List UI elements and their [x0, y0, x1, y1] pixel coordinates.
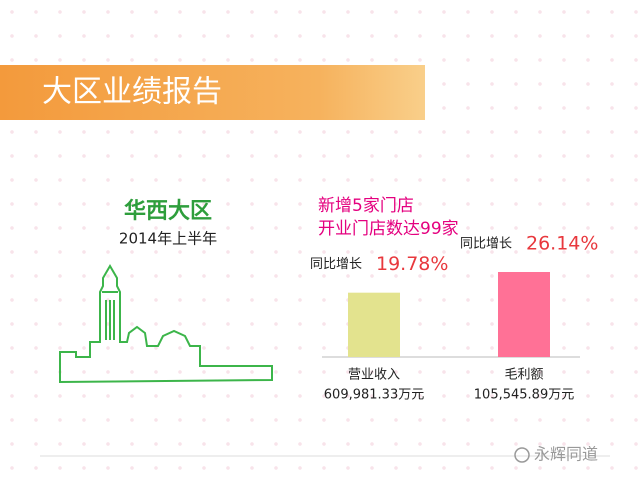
- category-label: 毛利额: [504, 368, 543, 383]
- highlight: 新增5家门店: [318, 196, 414, 216]
- wechat-icon: [514, 447, 530, 463]
- region-period: 2014年上半年: [119, 230, 217, 248]
- category-label: 营业收入: [348, 368, 400, 383]
- amount-label: 609,981.33万元: [324, 388, 424, 403]
- value-prefix: 同比增长: [460, 237, 512, 252]
- bar: [498, 272, 550, 357]
- region-name: 华西大区: [124, 198, 212, 224]
- header-title: 大区业绩报告: [42, 75, 222, 110]
- bar: [348, 292, 400, 357]
- amount-label: 105,545.89万元: [474, 388, 574, 403]
- watermark: 永辉同道: [534, 445, 598, 464]
- value-label: 26.14%: [526, 233, 598, 255]
- value-prefix: 同比增长: [310, 257, 362, 272]
- value-label: 19.78%: [376, 253, 448, 275]
- header-bar: [0, 65, 425, 120]
- skyline: [59, 264, 273, 384]
- highlight: 开业门店数达99家: [318, 219, 459, 239]
